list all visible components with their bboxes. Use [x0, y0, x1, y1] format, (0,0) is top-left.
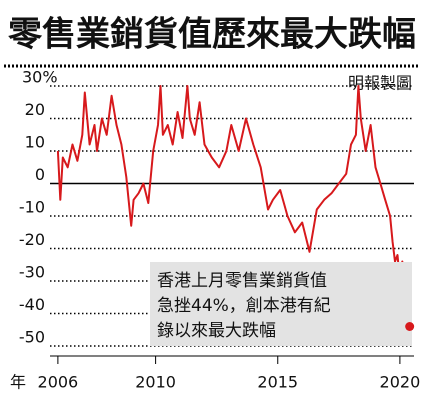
- y-tick-label: 20: [25, 100, 45, 119]
- x-tick-label: 2015: [257, 373, 298, 392]
- y-tick-label: 30%: [22, 68, 58, 87]
- y-tick-label: 10: [25, 133, 45, 152]
- y-tick-label: -30: [19, 263, 45, 282]
- chart-title: 零售業銷貨值歷來最大跌幅: [8, 15, 416, 55]
- x-tick-label: 2006: [38, 373, 79, 392]
- x-tick-label: 2020: [380, 373, 421, 392]
- end-point: [405, 322, 415, 331]
- x-axis-label: 年: [10, 373, 26, 392]
- y-tick-label: 0: [35, 165, 45, 184]
- annotation-text: 急挫44%，創本港有紀: [157, 296, 331, 316]
- source: 明報製圖: [348, 74, 412, 93]
- y-tick-label: -40: [19, 295, 45, 314]
- y-tick-label: -10: [19, 198, 45, 217]
- y-tick-label: -20: [19, 230, 45, 249]
- x-tick-label: 2010: [135, 373, 176, 392]
- annotation-text: 錄以來最大跌幅: [157, 321, 276, 341]
- annotation-text: 香港上月零售業銷貨值: [157, 271, 327, 291]
- y-tick-label: -50: [19, 328, 45, 347]
- data-line: [56, 85, 411, 327]
- annotation-box: [150, 262, 412, 346]
